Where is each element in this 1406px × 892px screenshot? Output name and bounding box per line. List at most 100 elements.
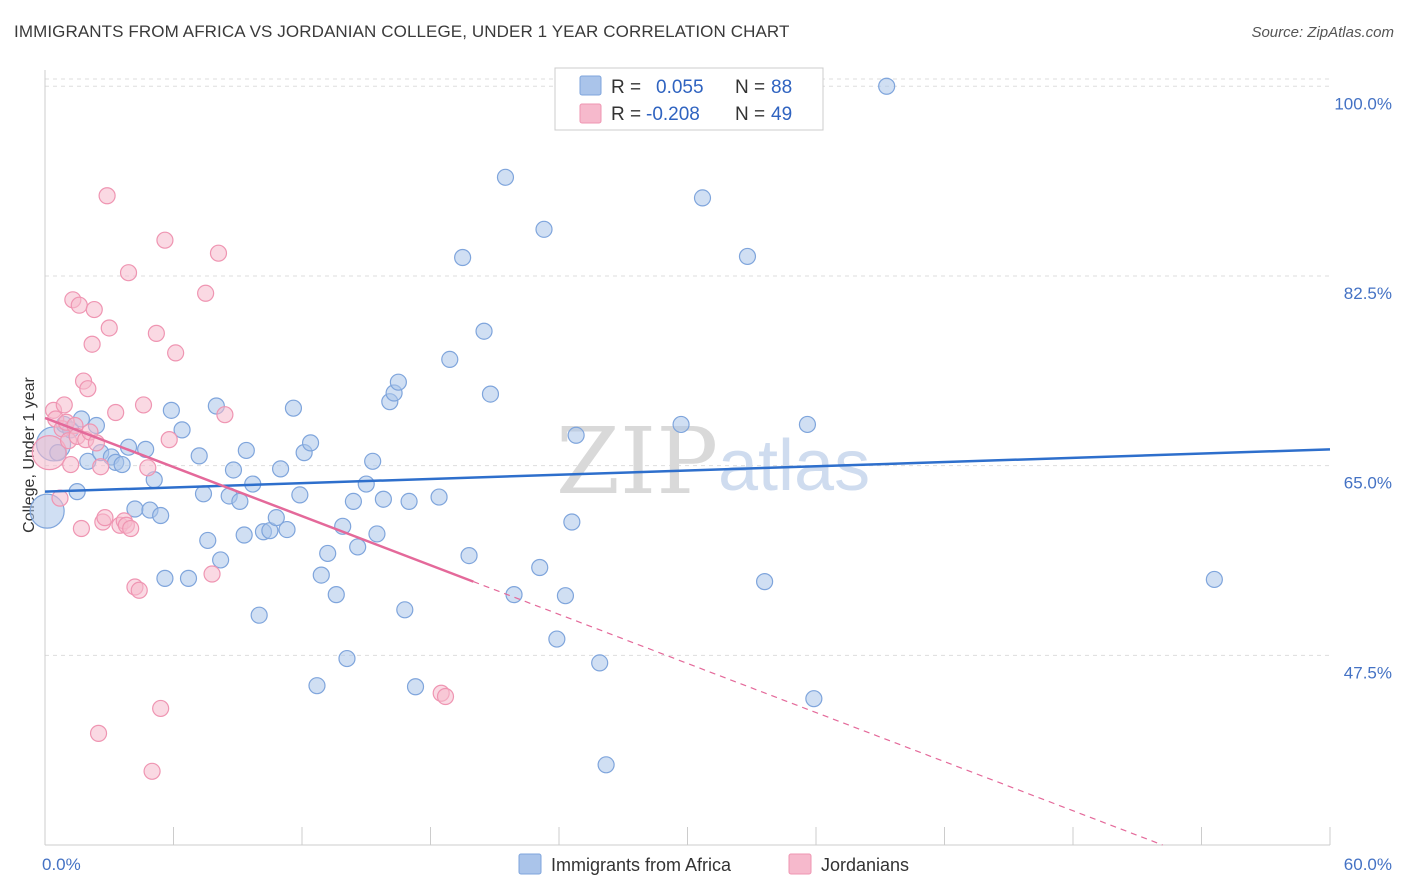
scatter-point bbox=[563, 513, 581, 531]
legend-r-value-2: -0.208 bbox=[646, 104, 700, 125]
scatter-point bbox=[454, 248, 472, 267]
trend-line-africa bbox=[44, 448, 1331, 493]
scatter-point bbox=[119, 264, 138, 282]
scatter-point bbox=[55, 396, 73, 414]
chart-title: IMMIGRANTS FROM AFRICA VS JORDANIAN COLL… bbox=[14, 22, 790, 41]
scatter-point bbox=[267, 509, 285, 527]
grid-lines bbox=[45, 78, 1330, 656]
legend-r-label-2: R = bbox=[611, 104, 641, 125]
y-tick-label: 47.5% bbox=[1344, 663, 1392, 682]
scatter-point bbox=[389, 373, 407, 391]
scatter-point bbox=[460, 546, 478, 565]
scatter-point bbox=[312, 566, 330, 584]
x-tick-label-max: 60.0% bbox=[1344, 855, 1392, 874]
watermark: ZIP atlas bbox=[556, 408, 870, 515]
bottom-legend-label-jordanians: Jordanians bbox=[821, 855, 909, 875]
scatter-point bbox=[85, 300, 103, 319]
legend-n-label-2: N = bbox=[735, 104, 765, 125]
scatter-point bbox=[199, 531, 217, 550]
scatter-point bbox=[143, 762, 161, 780]
legend-n-value-2: 49 bbox=[771, 104, 792, 125]
legend-r-value-1: 0.055 bbox=[656, 77, 704, 98]
scatter-point bbox=[364, 452, 382, 470]
scatter-point bbox=[89, 724, 108, 742]
y-tick-label: 82.5% bbox=[1344, 284, 1392, 303]
scatter-point bbox=[878, 77, 896, 95]
series-immigrants-from-africa bbox=[29, 77, 1223, 774]
scatter-point bbox=[250, 606, 268, 624]
scatter-point bbox=[113, 455, 131, 474]
scatter-point bbox=[216, 406, 234, 424]
scatter-point bbox=[134, 396, 153, 414]
scatter-point bbox=[535, 220, 553, 238]
scatter-point bbox=[167, 344, 185, 362]
scatter-point bbox=[156, 231, 174, 249]
legend-n-value-1: 88 bbox=[771, 77, 792, 98]
scatter-point bbox=[237, 441, 255, 460]
scatter-point bbox=[139, 459, 157, 477]
scatter-point bbox=[400, 492, 418, 510]
legend-r-label-1: R = bbox=[611, 77, 641, 98]
scatter-point bbox=[481, 385, 500, 403]
scatter-point bbox=[173, 421, 191, 439]
legend: R = 0.055 N = 88 R = -0.208 N = 49 bbox=[554, 67, 824, 131]
series-jordanians bbox=[31, 187, 455, 780]
scatter-point bbox=[203, 565, 221, 583]
scatter-point bbox=[344, 492, 362, 510]
trend-lines bbox=[44, 416, 1331, 846]
scatter-point bbox=[235, 526, 253, 544]
scatter-point bbox=[152, 506, 170, 525]
scatter-point bbox=[194, 485, 213, 503]
bottom-legend-swatch-jordanians bbox=[788, 853, 812, 875]
scatter-point bbox=[805, 690, 823, 708]
scatter-point bbox=[100, 319, 118, 337]
scatter-point bbox=[349, 538, 367, 556]
trend-line-jordanians bbox=[44, 416, 474, 583]
scatter-point bbox=[291, 486, 309, 504]
scatter-point bbox=[496, 168, 515, 186]
scatter-point bbox=[156, 569, 174, 587]
watermark-zip: ZIP bbox=[556, 408, 718, 515]
scatter-point bbox=[556, 587, 575, 605]
scatter-point bbox=[197, 284, 215, 302]
scatter-point bbox=[308, 677, 326, 695]
scatter-point bbox=[597, 756, 615, 774]
scatter-point bbox=[83, 335, 101, 353]
legend-swatch-pink bbox=[579, 103, 602, 124]
scatter-point bbox=[284, 399, 303, 417]
scatter-point bbox=[436, 687, 455, 706]
legend-n-label-1: N = bbox=[735, 77, 765, 98]
scatter-point bbox=[357, 475, 375, 493]
scatter-point bbox=[62, 455, 80, 474]
legend-swatch-blue bbox=[579, 75, 602, 96]
bottom-legend-label-africa: Immigrants from Africa bbox=[551, 855, 732, 875]
scatter-point bbox=[430, 488, 448, 506]
scatter-point bbox=[96, 509, 114, 527]
scatter-point bbox=[160, 431, 178, 449]
scatter-point bbox=[162, 401, 180, 419]
scatter-point bbox=[130, 581, 148, 599]
x-tick-label-min: 0.0% bbox=[42, 855, 81, 874]
scatter-point bbox=[31, 435, 67, 471]
scatter-point bbox=[147, 324, 165, 342]
scatter-point bbox=[122, 519, 140, 538]
scatter-point bbox=[441, 350, 459, 369]
scatter-point bbox=[755, 573, 774, 591]
scatter-point bbox=[271, 460, 290, 478]
trend-line-jordanians-extension bbox=[473, 581, 1163, 846]
scatter-point bbox=[738, 247, 757, 266]
scatter-point bbox=[79, 380, 97, 398]
scatter-point bbox=[179, 569, 198, 587]
scatter-point bbox=[591, 654, 609, 672]
scatter-point bbox=[224, 461, 243, 479]
y-axis-label: College, Under 1 year bbox=[21, 377, 38, 533]
scatter-point bbox=[327, 586, 345, 604]
scatter-point bbox=[92, 458, 110, 476]
y-tick-label: 65.0% bbox=[1344, 474, 1392, 493]
bottom-legend-swatch-africa bbox=[518, 853, 542, 875]
scatter-point bbox=[672, 415, 690, 434]
scatter-point bbox=[338, 649, 356, 668]
scatter-point bbox=[209, 244, 228, 262]
y-tick-label: 100.0% bbox=[1334, 94, 1392, 113]
